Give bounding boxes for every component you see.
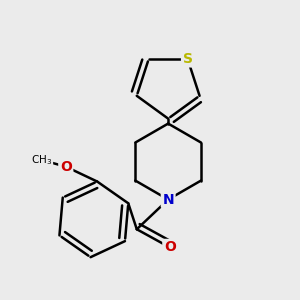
Text: O: O xyxy=(60,160,72,174)
Text: S: S xyxy=(183,52,193,66)
Text: CH$_3$: CH$_3$ xyxy=(32,153,52,167)
Text: O: O xyxy=(164,240,176,254)
Text: N: N xyxy=(162,193,174,206)
